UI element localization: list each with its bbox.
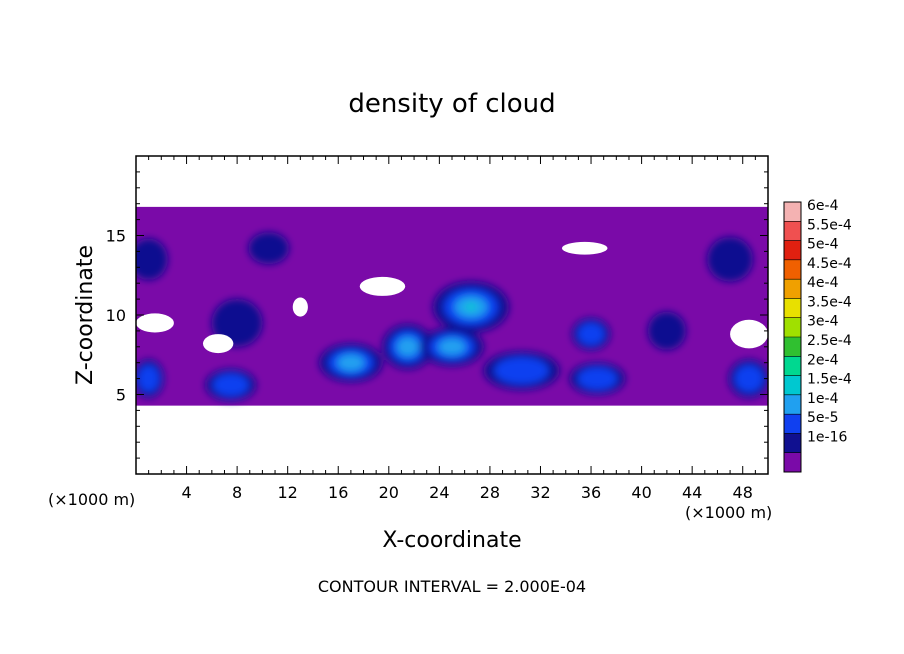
colorbar-label: 5e-4	[807, 237, 839, 253]
colorbar-label: 5.5e-4	[807, 217, 852, 233]
density-blobs	[136, 232, 768, 401]
cloud-gap	[359, 276, 406, 296]
y-axis-label: Z-coordinate	[73, 245, 98, 385]
y-axis-ticks: 5 10 15	[106, 171, 768, 459]
chart-title: density of cloud	[348, 89, 555, 119]
density-blob	[494, 356, 549, 385]
x-axis-label: X-coordinate	[382, 528, 521, 553]
density-blob	[396, 337, 419, 357]
cloud-gap	[202, 334, 234, 354]
colorbar-label: 1.5e-4	[807, 372, 852, 388]
cloud-gap	[292, 297, 308, 317]
density-blob	[577, 322, 605, 346]
colorbar-swatch	[784, 375, 801, 396]
x-tick-label: 16	[328, 483, 348, 502]
colorbar-label: 6e-4	[807, 198, 839, 214]
colorbar-label: 2.5e-4	[807, 333, 852, 349]
density-blob	[212, 373, 250, 397]
colorbar-label: 2e-4	[807, 352, 839, 368]
colorbar-swatch	[784, 221, 801, 242]
plot-area	[136, 156, 768, 474]
colorbar-swatch	[784, 202, 801, 222]
cloud-gap	[136, 313, 174, 333]
x-unit-label-right: (×1000 m)	[685, 503, 772, 522]
cloud-gap	[730, 319, 768, 349]
x-tick-label: 32	[530, 483, 550, 502]
x-tick-label: 12	[278, 483, 298, 502]
x-tick-label: 28	[480, 483, 500, 502]
x-tick-label: 48	[733, 483, 753, 502]
x-unit-label-left: (×1000 m)	[48, 490, 135, 509]
x-tick-label: 8	[232, 483, 242, 502]
cloud-field	[136, 206, 768, 406]
x-tick-label: 40	[631, 483, 651, 502]
colorbar-label: 4.5e-4	[807, 256, 852, 272]
colorbar-label: 1e-16	[807, 429, 847, 445]
x-tick-label: 4	[181, 483, 191, 502]
colorbar-swatch	[784, 259, 801, 280]
colorbar-label: 1e-4	[807, 391, 839, 407]
colorbar-swatch	[784, 317, 801, 338]
y-tick-label: 15	[106, 227, 126, 246]
density-blob	[248, 232, 289, 265]
colorbar-swatch	[784, 337, 801, 357]
colorbar: 6e-4 5.5e-4 5e-4 4.5e-4 4e-4 3.5e-4 3e-4 2.5e-4…	[783, 198, 852, 473]
contour-interval-note: CONTOUR INTERVAL = 2.000E-04	[318, 577, 586, 596]
density-blob	[438, 338, 466, 356]
colorbar-label: 3e-4	[807, 314, 839, 330]
density-blob	[211, 299, 263, 347]
density-blob	[734, 364, 764, 393]
y-tick-label: 10	[106, 306, 126, 325]
x-tick-label: 44	[682, 483, 702, 502]
colorbar-swatch	[784, 394, 801, 415]
y-tick-label: 5	[116, 386, 126, 405]
x-tick-label: 24	[429, 483, 449, 502]
colorbar-label: 4e-4	[807, 275, 839, 291]
density-blob	[336, 354, 365, 372]
colorbar-swatch	[784, 452, 801, 473]
density-blob	[577, 367, 618, 391]
cloud-gap	[561, 241, 608, 255]
x-tick-label: 20	[379, 483, 399, 502]
density-blob	[136, 238, 168, 281]
density-blob	[464, 302, 478, 312]
colorbar-swatch	[784, 414, 801, 434]
density-blob	[647, 311, 686, 350]
x-axis-ticks: 4 8 12 16 20 24 28 32 36 40 44 48	[148, 156, 756, 502]
colorbar-swatch	[784, 279, 801, 299]
colorbar-label: 3.5e-4	[807, 294, 852, 310]
density-blob	[137, 364, 160, 393]
x-tick-label: 36	[581, 483, 601, 502]
colorbar-swatch	[784, 433, 801, 454]
colorbar-swatch	[784, 240, 801, 261]
density-blob	[707, 237, 753, 282]
colorbar-swatch	[784, 356, 801, 377]
colorbar-swatch	[784, 298, 801, 319]
colorbar-label: 5e-5	[807, 410, 838, 426]
